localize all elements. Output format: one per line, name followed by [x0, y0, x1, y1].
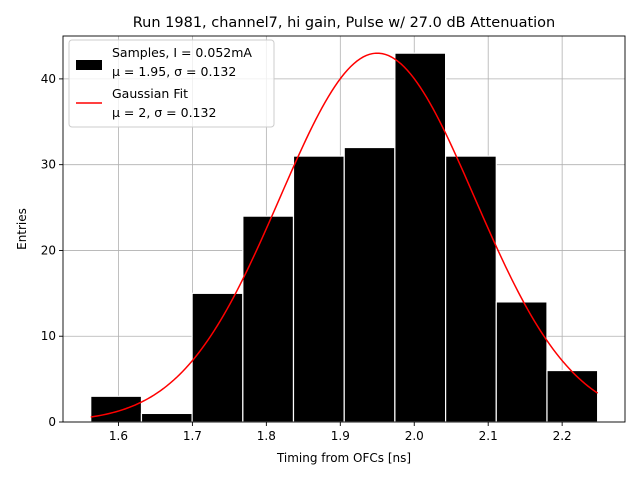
x-axis-ticks: 1.6 1.7 1.8 1.9 2.0 2.1 2.2	[109, 422, 572, 443]
histogram-bar	[140, 412, 193, 423]
y-tick-label: 40	[41, 72, 56, 86]
x-tick-label: 1.9	[331, 429, 350, 443]
histogram-bar	[445, 155, 497, 423]
x-tick-label: 1.7	[183, 429, 202, 443]
histogram-bar	[292, 155, 345, 423]
legend: Samples, I = 0.052mA μ = 1.95, σ = 0.132…	[68, 39, 275, 128]
histogram-bar	[191, 292, 244, 423]
legend-samples-line2: μ = 1.95, σ = 0.132	[112, 64, 236, 79]
axes-frame	[62, 35, 626, 423]
x-tick-label: 2.1	[479, 429, 498, 443]
legend-box	[68, 39, 275, 128]
y-tick-label: 30	[41, 158, 56, 172]
histogram-bar	[495, 301, 548, 423]
x-tick-label: 1.6	[109, 429, 128, 443]
y-tick-label: 20	[41, 243, 56, 257]
y-axis-ticks: 0 10 20 30 40	[41, 72, 63, 429]
histogram-bars	[90, 52, 599, 423]
x-tick-label: 1.8	[257, 429, 276, 443]
x-tick-label: 2.0	[405, 429, 424, 443]
legend-samples-swatch	[76, 60, 102, 70]
y-axis-label: Entries	[15, 208, 29, 250]
histogram-bar	[90, 395, 143, 423]
y-tick-label: 10	[41, 329, 56, 343]
legend-fit-line1: Gaussian Fit	[112, 86, 188, 101]
legend-samples-line1: Samples, I = 0.052mA	[112, 45, 252, 60]
gaussian-fit-curve	[90, 52, 599, 418]
histogram-bar	[242, 215, 295, 423]
y-tick-label: 0	[48, 415, 56, 429]
x-tick-label: 2.2	[553, 429, 572, 443]
legend-fit-line2: μ = 2, σ = 0.132	[112, 105, 216, 120]
histogram-bar	[343, 146, 396, 423]
chart-title: Run 1981, channel7, hi gain, Pulse w/ 27…	[133, 15, 556, 31]
histogram-bar	[394, 52, 447, 423]
histogram-bar	[546, 369, 599, 423]
x-axis-label: Timing from OFCs [ns]	[276, 451, 411, 465]
